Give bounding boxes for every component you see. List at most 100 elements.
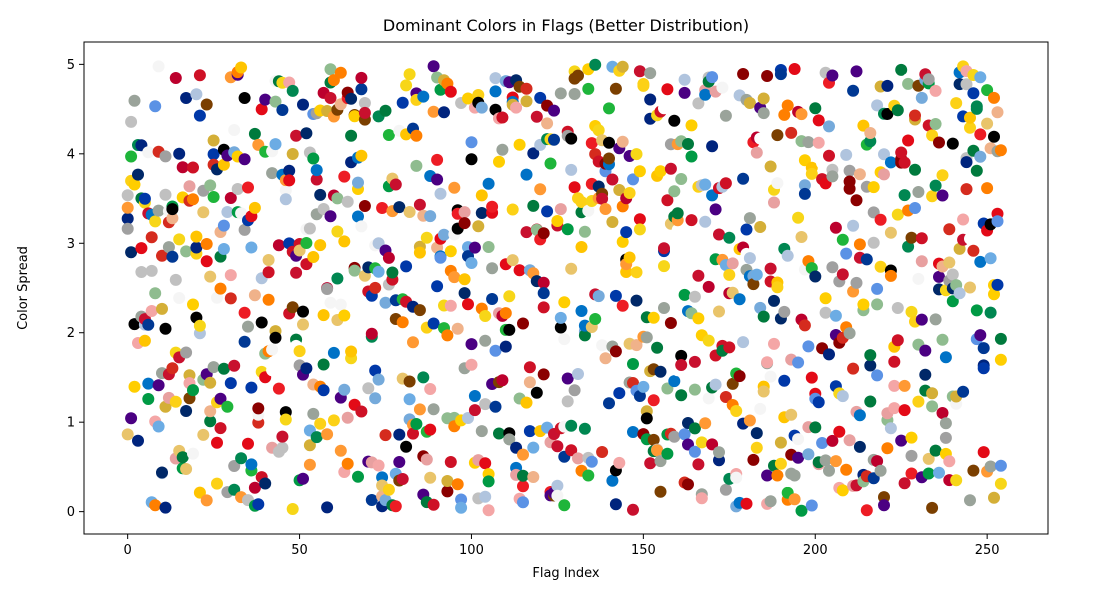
scatter-point [537, 276, 550, 289]
x-axis: 0 50 100 150 200 250 [124, 534, 1000, 558]
scatter-point [424, 383, 437, 395]
scatter-point [981, 84, 994, 97]
scatter-point [348, 110, 361, 123]
scatter-point [565, 444, 578, 457]
scatter-point [493, 155, 505, 168]
scatter-point [599, 279, 612, 292]
scatter-point [166, 212, 179, 225]
scatter-point [159, 150, 172, 163]
scatter-point [369, 281, 382, 294]
scatter-point [568, 88, 581, 100]
scatter-point [816, 437, 829, 449]
scatter-point [382, 129, 395, 141]
scatter-point [482, 177, 495, 190]
scatter-point [548, 104, 560, 117]
scatter-point [410, 418, 423, 430]
scatter-point [465, 358, 478, 371]
scatter-point [936, 189, 949, 202]
scatter-point [499, 340, 512, 353]
scatter-point [297, 305, 309, 318]
scatter-point [774, 68, 787, 81]
scatter-point [843, 434, 856, 447]
scatter-point [551, 489, 564, 502]
scatter-point [970, 304, 983, 317]
scatter-point [125, 412, 138, 425]
scatter-point [293, 345, 306, 358]
scatter-point [238, 153, 251, 166]
scatter-point [964, 494, 976, 507]
scatter-point [159, 322, 172, 335]
scatter-point [417, 371, 430, 384]
scatter-point [637, 380, 650, 393]
scatter-point [458, 287, 471, 300]
scatter-point [217, 158, 230, 171]
scatter-point [572, 368, 584, 380]
scatter-point [592, 290, 605, 303]
scatter-point [272, 239, 285, 252]
scatter-point [200, 98, 213, 111]
scatter-point [520, 396, 533, 409]
scatter-point [451, 322, 464, 335]
scatter-point [805, 371, 818, 384]
scatter-point [310, 173, 323, 186]
scatter-point [898, 379, 911, 392]
scatter-point [826, 170, 839, 183]
scatter-point [407, 336, 419, 349]
scatter-point [726, 129, 739, 142]
scatter-point [149, 100, 162, 113]
scatter-point [582, 82, 595, 95]
scatter-point [297, 318, 309, 331]
scatter-point [530, 386, 543, 399]
scatter-point [678, 288, 691, 301]
scatter-point [334, 298, 347, 311]
scatter-point [757, 310, 770, 323]
scatter-point [702, 334, 715, 347]
scatter-point [572, 433, 584, 446]
scatter-point [933, 466, 945, 479]
scatter-point [850, 65, 863, 78]
scatter-point [974, 329, 987, 342]
scatter-point [506, 203, 519, 216]
scatter-point [909, 109, 921, 122]
y-tick-label: 1 [67, 416, 75, 431]
scatter-point [327, 346, 340, 359]
scatter-point [462, 92, 474, 105]
scatter-point [823, 120, 835, 133]
scatter-point [297, 472, 309, 485]
scatter-point [245, 241, 258, 254]
scatter-point [599, 203, 612, 215]
scatter-point [121, 201, 134, 214]
scatter-point [503, 323, 516, 336]
scatter-point [345, 129, 358, 142]
scatter-point [444, 245, 457, 258]
scatter-point [517, 469, 529, 482]
scatter-point [967, 87, 980, 100]
scatter-point [977, 362, 990, 375]
scatter-point [627, 173, 639, 186]
scatter-point [441, 485, 454, 498]
y-tick-label: 0 [67, 505, 75, 520]
scatter-point [272, 382, 285, 395]
scatter-point [427, 403, 440, 416]
scatter-point [266, 167, 279, 180]
scatter-point [853, 168, 866, 181]
scatter-point [709, 203, 722, 216]
scatter-point [572, 69, 584, 82]
scatter-point [558, 499, 571, 512]
scatter-point [259, 93, 272, 106]
scatter-point [967, 464, 980, 477]
scatter-point [609, 345, 622, 358]
scatter-point [603, 136, 615, 149]
scatter-point [640, 412, 653, 425]
scatter-point [719, 109, 732, 122]
scatter-point [713, 446, 725, 459]
scatter-point [847, 362, 860, 375]
scatter-point [589, 313, 602, 325]
scatter-point [905, 467, 918, 480]
scatter-point [489, 400, 502, 413]
scatter-point [795, 231, 808, 243]
scatter-point [211, 436, 223, 449]
scatter-point [355, 149, 368, 162]
scatter-point [245, 381, 258, 394]
scatter-point [881, 442, 894, 455]
